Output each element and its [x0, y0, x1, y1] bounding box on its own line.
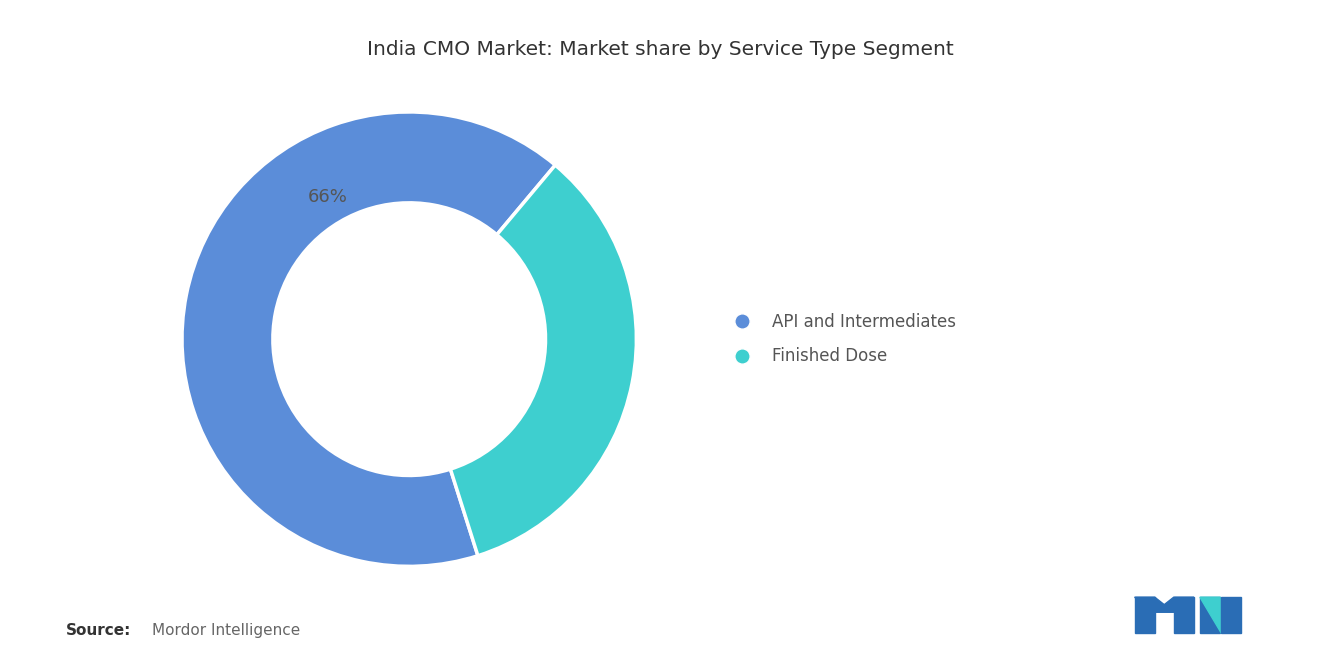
Text: India CMO Market: Market share by Service Type Segment: India CMO Market: Market share by Servic… [367, 40, 953, 59]
Polygon shape [1200, 597, 1241, 633]
Polygon shape [1134, 597, 1173, 612]
Text: Mordor Intelligence: Mordor Intelligence [152, 623, 300, 638]
Text: 66%: 66% [308, 188, 347, 206]
Text: Source:: Source: [66, 623, 132, 638]
Polygon shape [1173, 597, 1193, 633]
Legend: API and Intermediates, Finished Dose: API and Intermediates, Finished Dose [718, 305, 965, 374]
Polygon shape [1200, 597, 1220, 633]
Polygon shape [1221, 597, 1241, 633]
Wedge shape [450, 165, 636, 556]
Polygon shape [1134, 597, 1155, 633]
Wedge shape [182, 112, 556, 567]
Polygon shape [1155, 597, 1193, 612]
